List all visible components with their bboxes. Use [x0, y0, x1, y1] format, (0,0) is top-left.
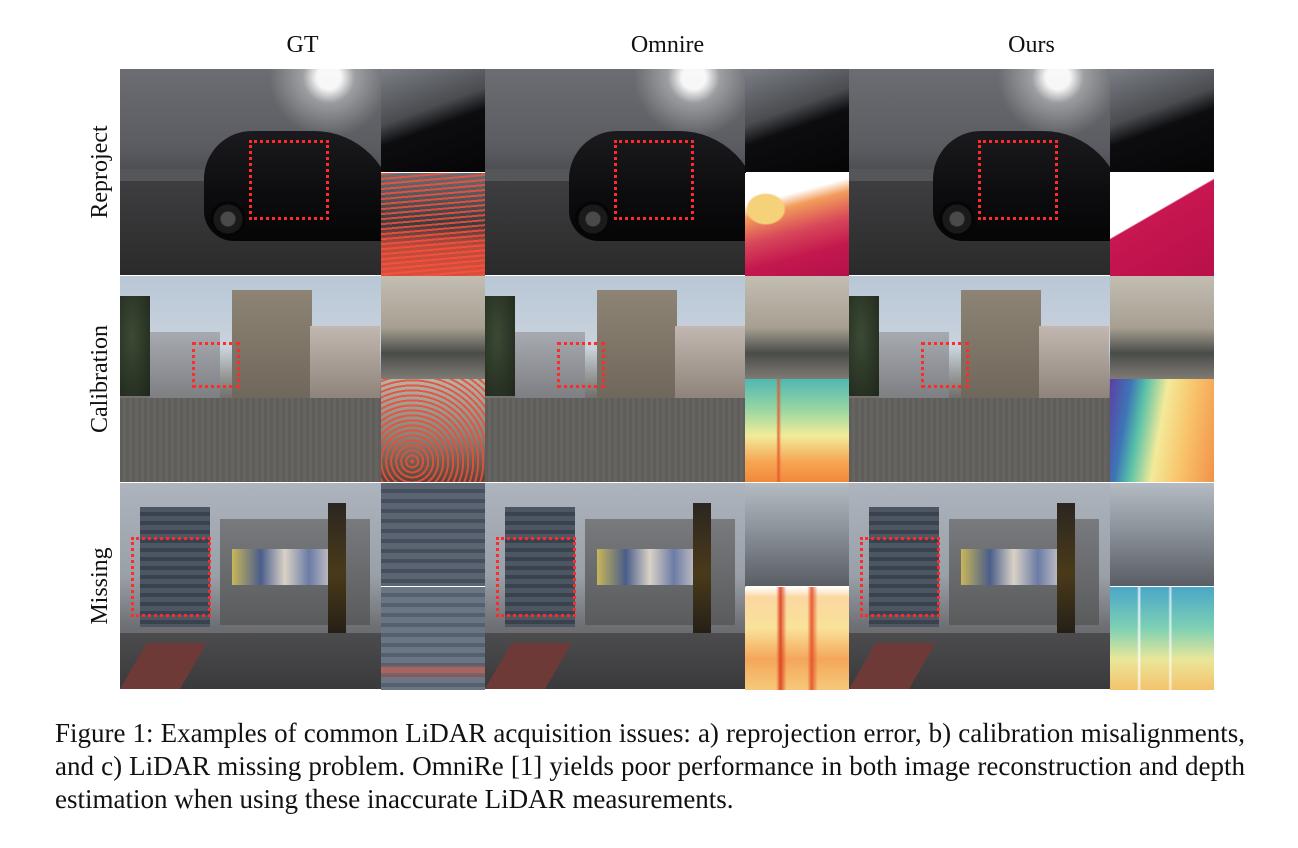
- roi-box: [978, 140, 1058, 220]
- gt-calibration-image: [120, 276, 381, 482]
- roi-box: [614, 140, 694, 220]
- ours-reproject-image: [849, 69, 1110, 275]
- gt-missing-zoom-lidar: [381, 587, 485, 690]
- column-header-gt: GT: [286, 32, 319, 58]
- ours-missing-zoom-rgb: [1110, 483, 1214, 586]
- roi-box: [921, 342, 969, 388]
- gt-reproject-zoom-lidar: [381, 173, 485, 276]
- ours-missing-image: [849, 483, 1110, 689]
- omnire-missing-zoom-depth: [745, 587, 849, 690]
- column-header-omnire: Omnire: [630, 32, 705, 58]
- roi-box: [249, 140, 329, 220]
- omnire-calibration-zoom-rgb: [745, 276, 849, 379]
- ours-reproject-zoom-rgb: [1110, 69, 1214, 172]
- ours-calibration-zoom-depth: [1110, 379, 1214, 482]
- omnire-reproject-zoom-rgb: [745, 69, 849, 172]
- omnire-reproject-image: [485, 69, 746, 275]
- gt-missing-zoom-rgb: [381, 483, 485, 586]
- roi-box: [192, 342, 240, 388]
- ours-calibration-zoom-rgb: [1110, 276, 1214, 379]
- roi-box: [131, 537, 211, 617]
- gt-reproject-image: [120, 69, 381, 275]
- column-header-ours: Ours: [1008, 32, 1055, 58]
- roi-box: [496, 537, 576, 617]
- gt-reproject-zoom-rgb: [381, 69, 485, 172]
- ours-reproject-zoom-depth: [1110, 173, 1214, 276]
- omnire-missing-zoom-rgb: [745, 483, 849, 586]
- ours-missing-zoom-depth: [1110, 587, 1214, 690]
- gt-calibration-zoom-rgb: [381, 276, 485, 379]
- figure-caption: Figure 1: Examples of common LiDAR acqui…: [55, 718, 1245, 814]
- gt-missing-image: [120, 483, 381, 689]
- ours-calibration-image: [849, 276, 1110, 482]
- roi-box: [860, 537, 940, 617]
- gt-calibration-zoom-lidar: [381, 379, 485, 482]
- omnire-calibration-zoom-depth: [745, 379, 849, 482]
- omnire-missing-image: [485, 483, 746, 689]
- omnire-reproject-zoom-depth: [745, 173, 849, 276]
- roi-box: [557, 342, 605, 388]
- omnire-calibration-image: [485, 276, 746, 482]
